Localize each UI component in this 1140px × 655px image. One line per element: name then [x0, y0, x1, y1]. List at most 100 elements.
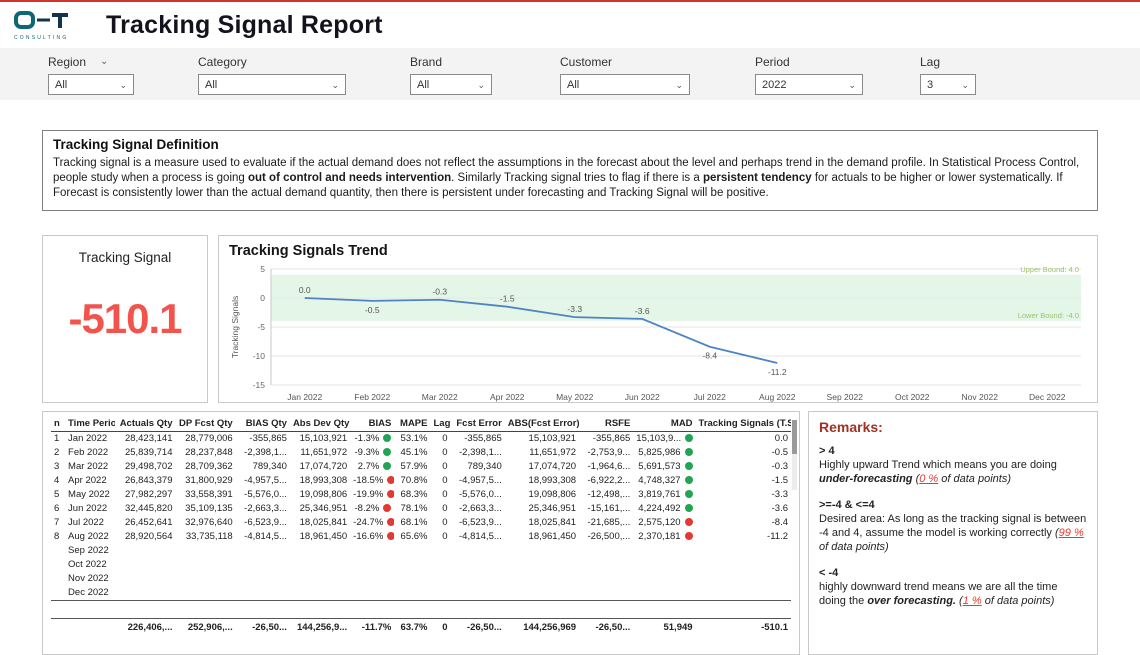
filter-customer-value: All	[567, 79, 579, 91]
chevron-down-icon[interactable]: ⌄	[100, 58, 108, 66]
remark-lower-keyword: over forecasting.	[867, 595, 956, 607]
column-header[interactable]: Fcst Error	[451, 416, 505, 432]
table-row[interactable]: Dec 2022	[51, 586, 791, 601]
cell-mape: 53.1%	[394, 431, 430, 446]
remark-desired-paren-end: of data points)	[819, 541, 889, 553]
column-header[interactable]: Abs Dev Qty	[290, 416, 350, 432]
filter-customer: CustomerAll⌄	[560, 55, 755, 95]
table-row[interactable]: Nov 2022	[51, 572, 791, 586]
column-header[interactable]: MAPE	[394, 416, 430, 432]
trend-chart[interactable]: 50-5-10-15Jan 2022Feb 2022Mar 2022Apr 20…	[227, 259, 1087, 407]
cell-period: Dec 2022	[65, 586, 115, 601]
cell-fcst_error: -2,398,1...	[451, 446, 505, 460]
filter-category-dropdown[interactable]: All⌄	[198, 74, 346, 95]
table-scrollbar[interactable]	[792, 420, 797, 490]
tracking-signal-value: -510.1	[43, 295, 207, 343]
table-row[interactable]: Sep 2022	[51, 544, 791, 558]
status-dot-green	[685, 448, 693, 456]
cell-mape: 70.8%	[394, 474, 430, 488]
column-header[interactable]: DP Fcst Qty	[175, 416, 235, 432]
cell-mape: 68.3%	[394, 488, 430, 502]
total-cell-dp_fcst: 252,906,...	[175, 618, 235, 634]
total-cell-period	[65, 618, 115, 634]
scrollbar-thumb[interactable]	[792, 420, 797, 454]
cell-dp_fcst: 31,800,929	[175, 474, 235, 488]
cell-fcst_error: -6,523,9...	[451, 516, 505, 530]
cell-bias: -19.9%	[350, 488, 394, 502]
cell-actuals	[115, 572, 175, 586]
table-body: 1Jan 202228,423,14128,779,006-355,86515,…	[51, 431, 791, 618]
column-header[interactable]: MAD	[633, 416, 695, 432]
table-row[interactable]: Oct 2022	[51, 558, 791, 572]
cell-bias: -24.7%	[350, 516, 394, 530]
cell-abs_fcst_error	[505, 558, 579, 572]
table-row[interactable]: 7Jul 202226,452,64132,976,640-6,523,9...…	[51, 516, 791, 530]
column-header[interactable]: BIAS	[350, 416, 394, 432]
cell-bias	[350, 544, 394, 558]
cell-abs_fcst_error: 17,074,720	[505, 460, 579, 474]
cell-n: 1	[51, 431, 65, 446]
trend-chart-panel: Tracking Signals Trend 50-5-10-15Jan 202…	[218, 235, 1098, 403]
cell-mad	[633, 558, 695, 572]
filter-period-dropdown[interactable]: 2022⌄	[755, 74, 863, 95]
cell-mad: 5,691,573	[633, 460, 695, 474]
cell-bias_qty: -6,523,9...	[236, 516, 290, 530]
column-header[interactable]: Lag	[430, 416, 450, 432]
table-row[interactable]: 1Jan 202228,423,14128,779,006-355,86515,…	[51, 431, 791, 446]
filter-customer-dropdown[interactable]: All⌄	[560, 74, 690, 95]
filter-brand-dropdown[interactable]: All⌄	[410, 74, 492, 95]
filter-lag-value: 3	[927, 79, 933, 91]
filter-category-value: All	[205, 79, 217, 91]
table-row[interactable]: 8Aug 202228,920,56433,735,118-4,814,5...…	[51, 530, 791, 544]
table-row[interactable]: 2Feb 202225,839,71428,237,848-2,398,1...…	[51, 446, 791, 460]
cell-rsfe: -1,964,6...	[579, 460, 633, 474]
column-header[interactable]: Tracking Signals (T.S)	[696, 416, 791, 432]
cell-period: Sep 2022	[65, 544, 115, 558]
remark-lower-paren-end: of data points)	[982, 595, 1055, 607]
filter-lag-dropdown[interactable]: 3⌄	[920, 74, 976, 95]
filter-region-dropdown[interactable]: All⌄	[48, 74, 134, 95]
cell-actuals: 26,843,379	[115, 474, 175, 488]
cell-bias: -8.2%	[350, 502, 394, 516]
cell-abs_dev: 18,993,308	[290, 474, 350, 488]
svg-text:Nov 2022: Nov 2022	[962, 392, 999, 402]
svg-text:Jan 2022: Jan 2022	[287, 392, 322, 402]
filter-category: Category All⌄	[198, 55, 410, 95]
column-header[interactable]: Time Period	[65, 416, 115, 432]
cell-bias_qty: -2,663,3...	[236, 502, 290, 516]
cell-lag	[430, 544, 450, 558]
cell-actuals: 26,452,641	[115, 516, 175, 530]
cell-bias: -9.3%	[350, 446, 394, 460]
chart-title: Tracking Signals Trend	[229, 243, 1089, 259]
cell-abs_fcst_error: 15,103,921	[505, 431, 579, 446]
column-header[interactable]: Actuals Qty	[115, 416, 175, 432]
cell-bias: -16.6%	[350, 530, 394, 544]
table-row[interactable]: 6Jun 202232,445,82035,109,135-2,663,3...…	[51, 502, 791, 516]
cell-dp_fcst: 28,237,848	[175, 446, 235, 460]
column-header[interactable]: RSFE	[579, 416, 633, 432]
cell-dp_fcst	[175, 544, 235, 558]
svg-text:Mar 2022: Mar 2022	[422, 392, 458, 402]
total-cell-n	[51, 618, 65, 634]
total-cell-fcst_error: -26,50...	[451, 618, 505, 634]
table-row[interactable]: 4Apr 202226,843,37931,800,929-4,957,5...…	[51, 474, 791, 488]
status-dot-green	[383, 448, 391, 456]
definition-title: Tracking Signal Definition	[53, 137, 1087, 152]
column-header[interactable]: ABS(Fcst Error)	[505, 416, 579, 432]
cell-bias_qty: 789,340	[236, 460, 290, 474]
total-cell-abs_dev: 144,256,9...	[290, 618, 350, 634]
cell-dp_fcst: 33,735,118	[175, 530, 235, 544]
cell-bias: -18.5%	[350, 474, 394, 488]
page: { "header": { "title": "Tracking Signal …	[0, 0, 1140, 647]
table-row[interactable]: 3Mar 202229,498,70228,709,362789,34017,0…	[51, 460, 791, 474]
filter-period: Period2022⌄	[755, 55, 920, 95]
column-header[interactable]: BIAS Qty	[236, 416, 290, 432]
column-header[interactable]: n	[51, 416, 65, 432]
cell-rsfe	[579, 586, 633, 601]
table-row[interactable]: 5May 202227,982,29733,558,391-5,576,0...…	[51, 488, 791, 502]
status-dot-green	[685, 476, 693, 484]
cell-rsfe: -15,161,...	[579, 502, 633, 516]
filter-category-label: Category	[198, 55, 247, 69]
cell-dp_fcst: 35,109,135	[175, 502, 235, 516]
cell-actuals: 29,498,702	[115, 460, 175, 474]
